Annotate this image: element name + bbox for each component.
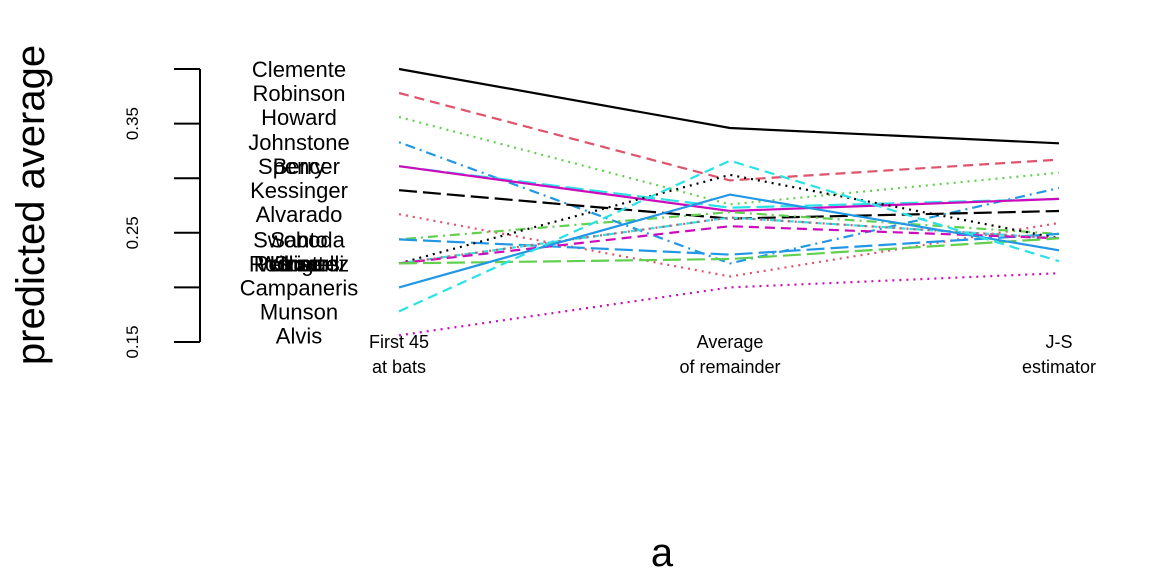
player-label-campaneris: Campaneris — [240, 275, 359, 300]
x-category-label: First 45 — [369, 332, 429, 352]
player-label-alvis: Alvis — [276, 323, 322, 348]
series-line-alvis — [399, 273, 1059, 335]
y-axis-title: predicted average — [9, 45, 53, 365]
player-label-robinson: Robinson — [253, 81, 346, 106]
player-label-kessinger: Kessinger — [250, 178, 348, 203]
x-category-label-line2: estimator — [1022, 357, 1096, 377]
series-line-munson — [399, 161, 1059, 312]
player-label-spencer: Spencer — [258, 154, 340, 179]
x-category-label-line2: of remainder — [679, 357, 780, 377]
series-line-clemente — [399, 69, 1059, 143]
y-tick-label: 0.25 — [123, 216, 142, 249]
x-category-label: J-S — [1046, 332, 1073, 352]
y-axis: 0.15 0.25 0.35 — [123, 69, 200, 359]
player-labels: ClementeRobinsonHowardJohnstoneBerrySpen… — [240, 57, 359, 348]
y-tick-label: 0.35 — [123, 107, 142, 140]
series-line-robinson — [399, 93, 1059, 180]
series-line-spencer — [399, 166, 1059, 211]
x-category-label: Average — [697, 332, 764, 352]
series-lines — [399, 69, 1059, 335]
y-tick-label: 0.15 — [123, 325, 142, 358]
player-label-munson: Munson — [260, 299, 338, 324]
player-label-clemente: Clemente — [252, 57, 346, 82]
player-label-alvarado: Alvarado — [256, 202, 343, 227]
x-category-label-line2: at bats — [372, 357, 426, 377]
player-label-rodriguez: Rodriguez — [249, 251, 349, 276]
series-line-howard — [399, 117, 1059, 204]
player-label-swoboda: Swoboda — [253, 227, 346, 252]
x-category-labels: First 45 at bats Average of remainder J-S est… — [369, 332, 1096, 377]
x-axis-title: a — [651, 531, 674, 575]
player-label-howard: Howard — [261, 105, 337, 130]
player-label-johnstone: Johnstone — [248, 130, 350, 155]
